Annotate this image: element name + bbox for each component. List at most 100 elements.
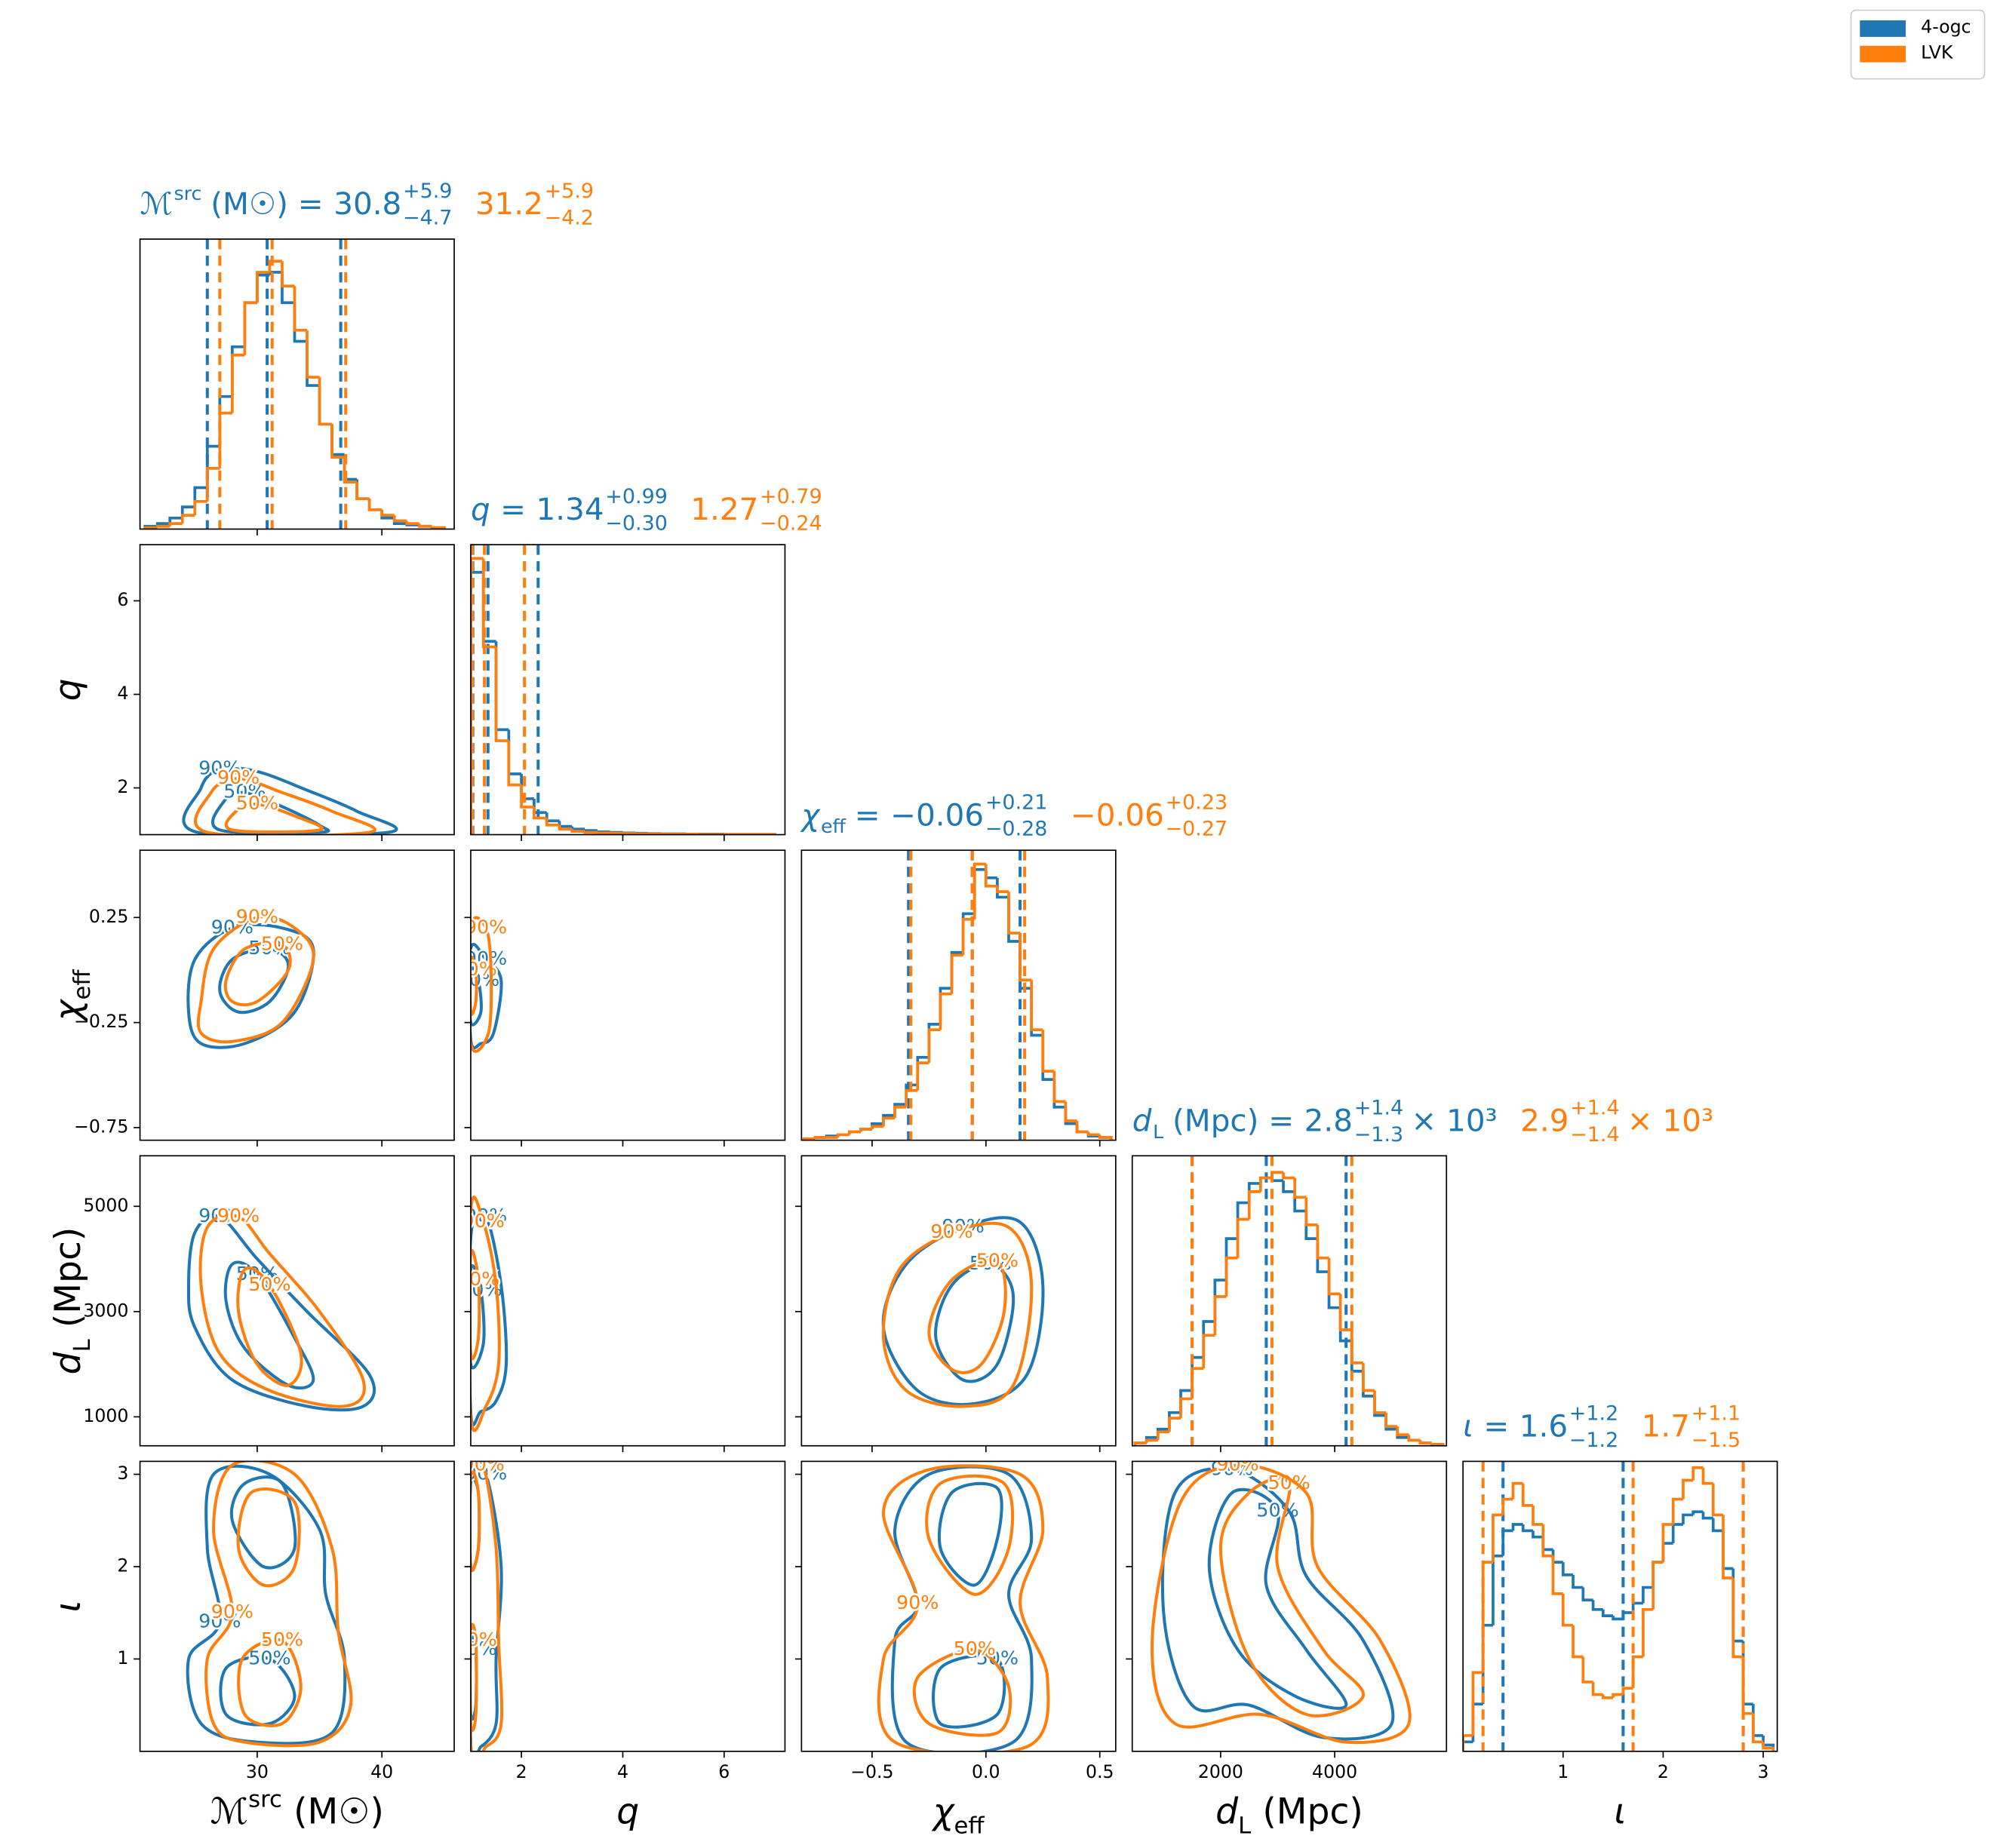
- title-median: 1.7: [1642, 1408, 1690, 1444]
- histogram-bin: [1350, 1329, 1363, 1365]
- axis-label-part: src: [248, 1786, 282, 1813]
- x-tick-label: 0.0: [972, 1761, 1000, 1782]
- x-tick-label: −0.5: [850, 1761, 893, 1782]
- contour: [186, 1464, 347, 1745]
- histogram-bin: [1671, 1523, 1683, 1544]
- contour: [470, 1461, 503, 1751]
- histogram-bin: [1327, 1257, 1341, 1296]
- panel: 50%90%50%90%: [470, 1196, 509, 1432]
- panel: [470, 545, 776, 835]
- histogram-bin: [813, 1136, 827, 1139]
- contour-label: 90%: [217, 766, 260, 788]
- contour-label: 50%: [223, 781, 266, 803]
- histogram-bin: [1701, 1467, 1713, 1485]
- histogram-bin: [1612, 1693, 1624, 1698]
- histogram-bin: [1751, 1713, 1764, 1744]
- panel-frame: [139, 1460, 455, 1752]
- histogram-bin: [268, 259, 282, 272]
- histogram-bin: [1572, 1574, 1584, 1589]
- histogram-bin: [1691, 1510, 1704, 1515]
- histogram-bin: [1030, 988, 1043, 1037]
- histogram-bin: [1019, 933, 1032, 982]
- panel-frame: [800, 1460, 1117, 1752]
- histogram-bin: [1327, 1272, 1341, 1309]
- histogram-bin: [1270, 1171, 1284, 1178]
- histogram-bin: [293, 286, 308, 332]
- contour-label: 90%: [211, 916, 253, 938]
- axis-label-part: ℳ: [210, 1791, 248, 1832]
- histogram-bin: [193, 499, 207, 516]
- legend-swatch: [1860, 45, 1906, 63]
- panel: 50%90%50%90%: [182, 755, 398, 835]
- histogram-bin: [545, 812, 560, 823]
- x-tick-label: 1: [1557, 1761, 1569, 1782]
- histogram-bin: [330, 424, 345, 456]
- x-tick-label: 6: [718, 1761, 730, 1782]
- histogram-bin: [972, 862, 986, 919]
- histogram-bin: [950, 953, 963, 994]
- y-tick-label: 3: [117, 1463, 128, 1484]
- contour: [1218, 1476, 1365, 1718]
- histogram-bin: [583, 830, 598, 834]
- title-minus: −1.5: [1691, 1429, 1741, 1452]
- histogram-bin: [1064, 1101, 1077, 1122]
- contour-label: 90%: [896, 1592, 939, 1613]
- histogram-bin: [1098, 1134, 1113, 1140]
- histogram-bin: [1661, 1542, 1673, 1563]
- histogram-bin: [306, 341, 320, 387]
- title-plus: +1.4: [1570, 1096, 1619, 1119]
- y-tick-label: 1000: [83, 1405, 128, 1426]
- title-median: −0.06: [890, 797, 984, 833]
- histogram-bin: [1511, 1481, 1523, 1500]
- axis-label: q: [616, 1791, 639, 1832]
- title-median: 31.2: [475, 186, 543, 222]
- histogram-bin: [1304, 1197, 1318, 1226]
- x-tick-label: 2000: [1198, 1761, 1243, 1782]
- histogram-bin: [180, 514, 195, 524]
- contour: [1151, 1463, 1412, 1745]
- axis-label: ι: [1614, 1791, 1626, 1832]
- histogram-bin: [1418, 1440, 1432, 1444]
- histogram-bin: [343, 457, 358, 484]
- contour: [881, 1221, 1034, 1408]
- histogram-bin: [1156, 1430, 1169, 1441]
- title-suffix: × 10³: [1411, 1102, 1497, 1138]
- contour-label: 90%: [465, 916, 507, 938]
- panel: 50%90%50%90%: [877, 1464, 1050, 1751]
- contour-label: 50%: [976, 1250, 1019, 1272]
- y-tick-label: 1: [117, 1647, 128, 1668]
- histogram-bin: [1396, 1426, 1409, 1436]
- histogram-bin: [1463, 1734, 1473, 1751]
- histogram-bin: [1338, 1294, 1352, 1331]
- axis-label-part: (M☉): [293, 1791, 384, 1832]
- contour-label: 50%: [261, 933, 303, 955]
- histogram-bin: [243, 301, 257, 355]
- x-tick-label: 2: [516, 1761, 527, 1782]
- y-tick-label: 3000: [83, 1300, 128, 1321]
- histogram-bin: [193, 486, 207, 508]
- histogram-bin: [570, 829, 585, 833]
- histogram-bin: [1224, 1256, 1238, 1297]
- x-tick-label: 2: [1658, 1761, 1669, 1782]
- histogram-bin: [1591, 1681, 1603, 1696]
- y-tick-label: 4: [117, 683, 128, 704]
- histogram-bin: [996, 877, 1009, 899]
- contour: [934, 1262, 1015, 1383]
- histogram-bin: [1041, 1035, 1055, 1081]
- histogram-bin: [470, 557, 484, 835]
- contour: [932, 1481, 1006, 1729]
- histogram-bin: [380, 509, 395, 517]
- axis-label-part: d: [1215, 1791, 1239, 1832]
- title-plus: +1.1: [1691, 1402, 1741, 1426]
- histogram-bin: [1145, 1438, 1158, 1444]
- panel: [1463, 1461, 1775, 1751]
- histogram-bin: [1258, 1176, 1272, 1192]
- contour: [912, 1474, 1015, 1737]
- title-plus: +5.9: [403, 180, 453, 203]
- panel: [802, 850, 1113, 1140]
- histogram-bin: [1612, 1616, 1624, 1621]
- histogram-bin: [1682, 1513, 1694, 1524]
- histogram-bin: [1350, 1340, 1363, 1373]
- histogram-bin: [367, 499, 383, 511]
